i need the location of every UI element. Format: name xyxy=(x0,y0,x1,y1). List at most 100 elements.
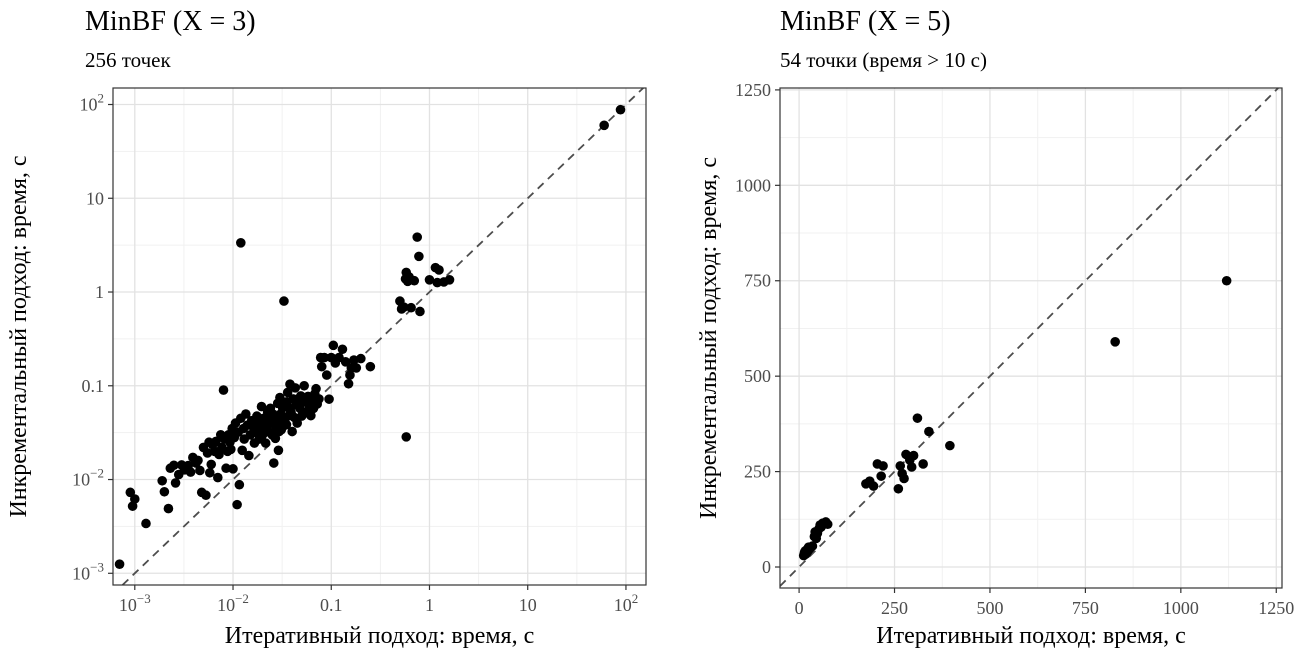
data-point xyxy=(273,445,284,456)
data-point xyxy=(414,251,424,262)
y-tick-label: 10−2 xyxy=(72,466,104,490)
data-point xyxy=(319,352,330,363)
y-tick-label: 102 xyxy=(80,91,105,115)
data-point xyxy=(311,383,321,394)
data-point xyxy=(314,394,324,404)
data-point xyxy=(268,458,279,468)
data-point xyxy=(316,361,327,372)
chart-2-x-ticks: 0 250 500 750 1000 1250 xyxy=(795,588,1294,618)
data-point xyxy=(895,461,906,471)
x-tick-label: 10−2 xyxy=(217,591,249,615)
identity-line xyxy=(121,87,644,586)
data-point xyxy=(232,499,242,510)
data-point xyxy=(345,370,355,380)
x-tick-label: 500 xyxy=(976,598,1003,618)
x-tick-label: 0.1 xyxy=(320,595,343,615)
y-tick-label: 1 xyxy=(95,282,104,302)
y-tick-label: 250 xyxy=(744,462,771,482)
chart-1-x-axis-label: Итеративный подход: время, с xyxy=(225,623,534,649)
data-point xyxy=(290,383,301,393)
data-point xyxy=(893,483,904,494)
x-tick-label: 750 xyxy=(1072,598,1099,618)
chart-2-subtitle: 54 точки (время > 10 с) xyxy=(780,48,987,72)
chart-2-x-axis-label: Итеративный подход: время, с xyxy=(876,623,1185,649)
data-point xyxy=(170,478,181,488)
data-point xyxy=(876,471,886,481)
data-point xyxy=(228,464,238,474)
data-point xyxy=(292,418,302,428)
data-point xyxy=(221,463,231,474)
data-point xyxy=(415,306,425,317)
data-point xyxy=(868,481,879,491)
data-point xyxy=(343,378,354,389)
data-point xyxy=(906,462,917,472)
data-point xyxy=(236,237,246,248)
y-tick-label: 750 xyxy=(744,271,771,291)
y-tick-label: 500 xyxy=(744,366,771,386)
data-point xyxy=(299,380,309,391)
x-tick-label: 1000 xyxy=(1163,598,1199,618)
chart-1-x-ticks: 10−3 10−2 0.1 1 10 102 xyxy=(119,585,638,615)
data-point xyxy=(218,385,229,395)
data-point xyxy=(351,363,362,373)
chart-2-title: MinBF (X = 5) xyxy=(780,6,951,37)
panel-background xyxy=(780,88,1282,588)
data-point xyxy=(193,455,203,466)
chart-2-y-ticks: 0 250 500 750 1000 1250 xyxy=(735,80,780,577)
data-point xyxy=(924,426,934,437)
data-point xyxy=(157,475,167,486)
data-point xyxy=(213,472,223,483)
y-tick-label: 1250 xyxy=(735,80,771,100)
y-tick-label: 0 xyxy=(762,557,771,577)
data-point xyxy=(321,370,332,380)
data-point xyxy=(337,344,348,355)
data-point xyxy=(424,275,435,285)
chart-1-grid xyxy=(113,88,646,585)
data-point xyxy=(281,419,292,430)
data-point xyxy=(945,440,955,451)
chart-1-reference-line xyxy=(121,87,644,586)
chart-1-subtitle: 256 точек xyxy=(85,48,171,72)
data-point xyxy=(279,296,289,306)
y-tick-label: 0.1 xyxy=(82,376,105,396)
x-tick-label: 250 xyxy=(881,598,908,618)
data-point xyxy=(169,460,179,471)
data-point xyxy=(206,459,217,470)
x-tick-label: 0 xyxy=(795,598,804,618)
data-point xyxy=(163,503,174,514)
data-point xyxy=(275,392,285,403)
data-point xyxy=(324,394,334,404)
chart-1-y-ticks: 10−3 10−2 0.1 1 10 102 xyxy=(72,91,113,583)
chart-2-y-axis-label: Инкрементальный подход: время, с xyxy=(696,157,722,519)
x-tick-label: 102 xyxy=(614,591,639,615)
data-point xyxy=(918,459,928,469)
chart-2-panel-border xyxy=(779,87,1283,589)
data-point xyxy=(211,436,221,447)
data-point xyxy=(912,413,923,423)
data-point xyxy=(287,426,297,437)
data-point xyxy=(412,232,423,242)
chart-1-y-axis-label: Инкрементальный подход: время, с xyxy=(6,155,32,517)
data-point xyxy=(401,432,412,442)
data-point xyxy=(328,340,339,351)
chart-1-points xyxy=(114,104,626,570)
data-point xyxy=(159,486,170,497)
data-point xyxy=(244,450,254,461)
data-point xyxy=(114,559,125,570)
data-point xyxy=(878,461,888,471)
x-tick-label: 10 xyxy=(519,595,537,615)
y-tick-label: 1000 xyxy=(735,175,771,195)
data-point xyxy=(615,104,626,115)
data-point xyxy=(908,450,919,461)
data-point xyxy=(234,479,245,490)
chart-1-title: MinBF (X = 3) xyxy=(85,6,256,37)
y-tick-label: 10−3 xyxy=(72,559,104,583)
data-point xyxy=(399,302,409,312)
data-point xyxy=(129,494,140,504)
x-tick-label: 1 xyxy=(425,595,434,615)
data-point xyxy=(406,302,416,313)
x-tick-label: 10−3 xyxy=(119,591,151,615)
identity-line xyxy=(779,87,1279,587)
